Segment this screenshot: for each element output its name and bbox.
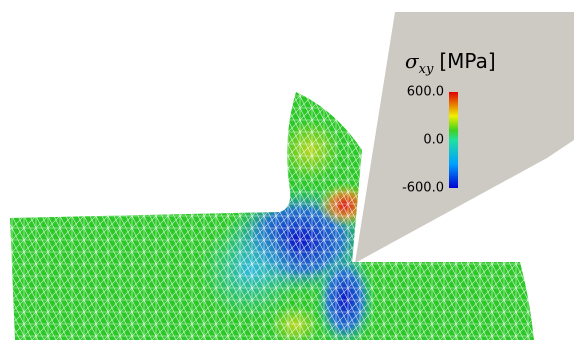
colorbar-tick-label: -600.0 bbox=[402, 181, 444, 196]
colorbar-tick-label: 600.0 bbox=[407, 85, 444, 100]
colorbar-tick-label: 0.0 bbox=[423, 133, 444, 148]
colorbar bbox=[449, 92, 458, 188]
colorbar-title: σxy[MPa] bbox=[405, 49, 496, 77]
scene: σxy[MPa] 600.0 0.0 -600.0 bbox=[0, 0, 574, 341]
